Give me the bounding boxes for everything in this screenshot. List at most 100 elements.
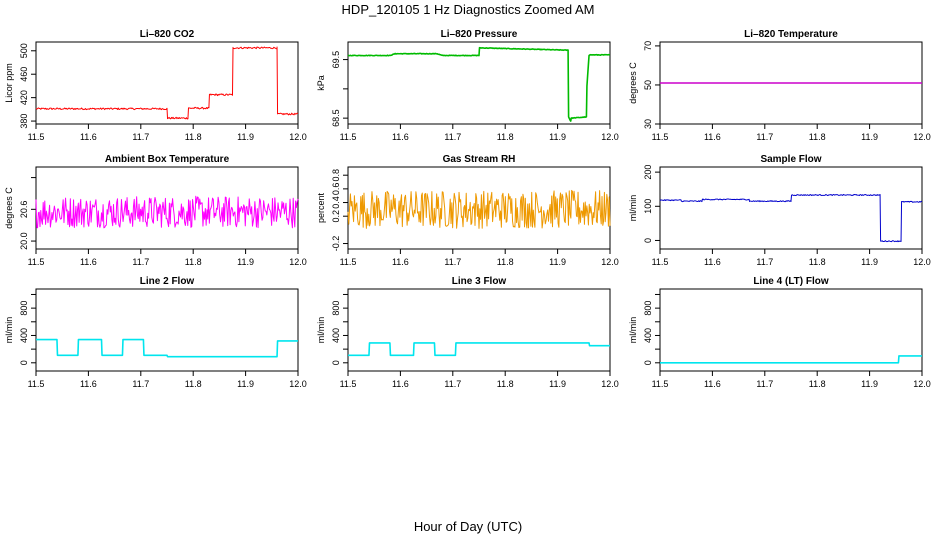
- x-tick-label: 11.5: [340, 257, 357, 267]
- x-tick-label: 11.8: [809, 257, 826, 267]
- x-tick-label: 11.9: [237, 132, 254, 142]
- y-tick-label: 800: [19, 301, 29, 316]
- y-tick-label: 0: [19, 360, 29, 365]
- x-tick-label: 11.5: [652, 379, 669, 389]
- x-tick-label: 11.7: [444, 379, 461, 389]
- series-line: [660, 355, 922, 364]
- x-tick-label: 12.0: [913, 379, 931, 389]
- y-tick-label: 70: [643, 41, 653, 51]
- x-tick-label: 11.8: [185, 379, 202, 389]
- y-tick-label: 200: [643, 165, 653, 180]
- y-axis-label: Licor ppm: [4, 63, 14, 103]
- y-tick-label: 0.8: [331, 169, 341, 182]
- x-tick-label: 11.7: [444, 132, 461, 142]
- series-line: [35, 195, 299, 229]
- plot-frame: [347, 41, 611, 125]
- x-tick-label: 11.5: [28, 257, 45, 267]
- y-tick-label: 400: [19, 328, 29, 343]
- x-tick-label: 12.0: [601, 132, 619, 142]
- x-tick-label: 11.6: [80, 132, 97, 142]
- x-tick-label: 11.5: [652, 132, 669, 142]
- plot-frame: [35, 288, 299, 372]
- x-tick-label: 12.0: [601, 257, 619, 267]
- y-tick-label: 380: [19, 114, 29, 129]
- y-tick-label: 100: [643, 199, 653, 214]
- x-tick-label: 11.7: [132, 257, 149, 267]
- figure-title: HDP_120105 1 Hz Diagnostics Zoomed AM: [341, 2, 595, 17]
- y-tick-label: 400: [643, 328, 653, 343]
- y-axis-label: degrees C: [628, 62, 638, 104]
- y-axis-label: kPa: [316, 75, 326, 91]
- x-tick-label: 11.9: [237, 257, 254, 267]
- y-tick-label: 20.6: [19, 201, 29, 219]
- y-tick-label: 69.5: [331, 51, 341, 69]
- y-tick-label: 800: [331, 301, 341, 316]
- plot-frame: [35, 41, 299, 125]
- series-line: [348, 342, 610, 357]
- y-axis-label: percent: [316, 192, 326, 223]
- x-tick-label: 11.9: [237, 379, 254, 389]
- x-tick-label: 11.6: [392, 257, 409, 267]
- panel-title: Li–820 Temperature: [744, 29, 838, 40]
- panel-5: Gas Stream RH percent 11.5 11.6 11.7 11.8 11.9…: [316, 154, 619, 267]
- y-tick-label: 68.5: [331, 109, 341, 127]
- x-tick-label: 11.9: [549, 257, 566, 267]
- series-line: [35, 46, 299, 120]
- y-tick-label: 800: [643, 301, 653, 316]
- x-tick-label: 11.5: [28, 132, 45, 142]
- panel-title: Li–820 CO2: [140, 29, 195, 40]
- x-tick-label: 12.0: [289, 132, 307, 142]
- y-tick-label: 0.6: [331, 183, 341, 196]
- x-tick-label: 11.7: [756, 132, 773, 142]
- panel-2: Li–820 Pressure kPa 11.5 11.6 11.7 11.8 11.9 12…: [316, 29, 619, 142]
- y-axis-label: ml/min: [628, 195, 638, 222]
- panel-7: Line 2 Flow ml/min 11.5 11.6 11.7 11.8 11.9 12.…: [4, 276, 307, 389]
- y-tick-label: 400: [331, 328, 341, 343]
- y-tick-label: 420: [19, 90, 29, 105]
- x-tick-label: 11.7: [756, 379, 773, 389]
- x-tick-label: 11.9: [861, 132, 878, 142]
- x-tick-label: 11.5: [340, 132, 357, 142]
- x-tick-label: 11.8: [809, 132, 826, 142]
- x-tick-label: 11.6: [704, 257, 721, 267]
- y-axis-label: ml/min: [316, 317, 326, 344]
- x-tick-label: 11.7: [132, 132, 149, 142]
- x-tick-label: 12.0: [913, 257, 931, 267]
- panel-title: Li–820 Pressure: [441, 29, 518, 40]
- y-tick-label: 50: [643, 80, 653, 90]
- x-tick-label: 11.8: [497, 379, 514, 389]
- panel-title: Line 2 Flow: [140, 276, 195, 287]
- x-tick-label: 11.7: [756, 257, 773, 267]
- x-tick-label: 11.6: [80, 257, 97, 267]
- y-tick-label: 500: [19, 43, 29, 58]
- x-tick-label: 11.9: [549, 379, 566, 389]
- x-tick-label: 11.8: [185, 257, 202, 267]
- x-tick-label: 11.9: [549, 132, 566, 142]
- panel-4: Ambient Box Temperature degrees C 11.5 11.6…: [4, 154, 307, 267]
- y-axis-label: degrees C: [4, 187, 14, 229]
- x-tick-label: 11.8: [809, 379, 826, 389]
- plot-frame: [659, 166, 923, 250]
- y-axis-label: ml/min: [4, 317, 14, 344]
- x-tick-label: 11.6: [392, 379, 409, 389]
- y-tick-label: 0: [331, 360, 341, 365]
- y-tick-label: 460: [19, 67, 29, 82]
- x-tick-label: 11.5: [340, 379, 357, 389]
- panel-8: Line 3 Flow ml/min 11.5 11.6 11.7 11.8 11.9 12.…: [316, 276, 619, 389]
- x-tick-label: 12.0: [289, 257, 307, 267]
- x-tick-label: 11.6: [704, 132, 721, 142]
- x-tick-label: 12.0: [601, 379, 619, 389]
- x-tick-label: 11.5: [28, 379, 45, 389]
- y-tick-label: -0.2: [331, 236, 341, 252]
- panel-9: Line 4 (LT) Flow ml/min 11.5 11.6 11.7 11.8 11…: [628, 276, 931, 389]
- y-tick-label: 30: [643, 119, 653, 129]
- panel-1: Li–820 CO2 Licor ppm 11.5 11.6 11.7 11.8 11.9 1…: [4, 29, 307, 142]
- y-tick-label: 0.2: [331, 210, 341, 223]
- panel-3: Li–820 Temperature degrees C 11.5 11.6 11.7 1…: [628, 29, 931, 142]
- x-tick-label: 12.0: [913, 132, 931, 142]
- y-tick-label: 20.0: [19, 232, 29, 250]
- panel-title: Gas Stream RH: [443, 154, 516, 165]
- figure-x-axis-label: Hour of Day (UTC): [413, 519, 523, 534]
- panel-title: Ambient Box Temperature: [105, 154, 230, 165]
